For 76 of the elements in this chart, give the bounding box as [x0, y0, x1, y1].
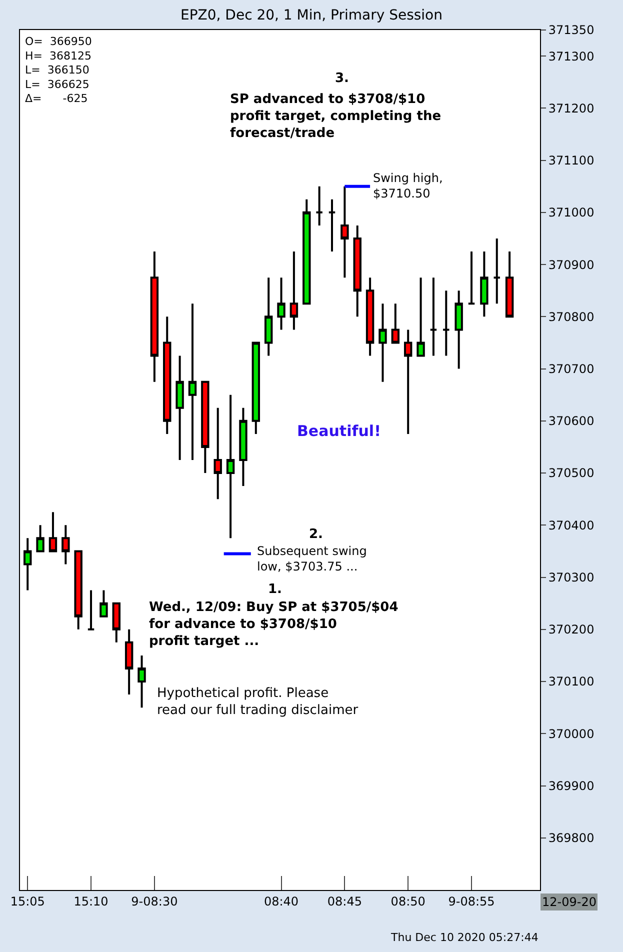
candlestick — [226, 394, 235, 540]
candlestick — [36, 524, 44, 552]
annotation: Subsequent swing low, $3703.75 ... — [257, 544, 367, 574]
candlestick — [24, 537, 32, 592]
candlestick — [124, 628, 134, 696]
x-tick-label: 08:50 — [390, 894, 426, 908]
y-tick-label: 370100 — [548, 674, 594, 689]
candlestick — [505, 250, 514, 318]
y-tick-label: 370800 — [548, 310, 594, 324]
candlestick — [442, 290, 450, 357]
candlestick — [138, 654, 146, 709]
candlestick — [100, 589, 108, 618]
y-tick-label: 369900 — [548, 778, 594, 793]
y-tick-label: 370700 — [548, 362, 594, 376]
candlestick — [150, 250, 159, 383]
candlestick — [74, 550, 82, 630]
candlestick — [239, 406, 248, 488]
candlestick — [290, 250, 298, 331]
candlestick — [340, 185, 349, 279]
candlestick — [86, 589, 96, 630]
x-tick-label: 9-08:30 — [131, 894, 178, 908]
annotation: 1. — [268, 582, 282, 597]
annotation: Wed., 12/09: Buy SP at $3705/$04 for advance to $3708/$10 profit target ... — [149, 600, 398, 649]
candlestick — [302, 198, 311, 305]
y-tick-label: 370500 — [548, 466, 594, 480]
x-tick-label: 08:40 — [264, 894, 299, 908]
candlestick — [112, 602, 120, 644]
candlestick — [480, 250, 488, 318]
y-tick-label: 370300 — [548, 570, 594, 584]
annotation: Hypothetical profit. Please read our full trading disclaimer — [157, 686, 359, 718]
x-tick-label: 15:10 — [74, 894, 108, 908]
y-tick-label: 370600 — [548, 414, 594, 428]
candlestick — [252, 342, 260, 435]
y-tick-label: 371100 — [548, 154, 594, 168]
x-tick-label: 08:45 — [327, 894, 362, 908]
annotation: 2. — [309, 527, 323, 542]
candlestick — [277, 276, 286, 331]
annotation: Beautiful! — [297, 422, 381, 440]
candlestick — [429, 276, 438, 357]
candlestick — [328, 198, 336, 253]
text: 12-09-20 — [542, 895, 596, 909]
y-tick-label: 371350 — [548, 23, 594, 38]
text: Thu Dec 10 2020 05:27:44 — [390, 931, 538, 944]
y-tick-label: 371200 — [548, 101, 594, 116]
candlestick — [404, 328, 412, 435]
y-tick-label: 370400 — [548, 518, 594, 532]
candlestick — [188, 302, 197, 461]
candlestick — [62, 524, 70, 566]
candlestick — [264, 276, 273, 357]
candlestick — [176, 354, 184, 461]
candlestick — [48, 511, 58, 552]
candlestick — [416, 276, 425, 357]
y-tick-label: 371000 — [548, 206, 594, 220]
candlestick — [467, 250, 476, 305]
x-tick-label: 9-08:55 — [448, 894, 495, 908]
candlestick — [353, 224, 362, 318]
candlestick — [201, 380, 210, 474]
y-tick-label: 369800 — [548, 831, 594, 846]
y-tick-label: 370200 — [548, 622, 594, 637]
annotation: Swing high, $3710.50 — [373, 171, 443, 201]
chart-title: EPZ0, Dec 20, 1 Min, Primary Session — [180, 7, 443, 24]
y-tick-label: 370000 — [548, 726, 594, 741]
y-tick-label: 370900 — [548, 258, 594, 272]
candlestick — [315, 185, 324, 226]
x-tick-label: 15:05 — [10, 894, 45, 908]
candlestick — [378, 302, 387, 383]
candlestick — [366, 276, 374, 357]
y-tick-label: 371300 — [548, 49, 594, 64]
candlestick — [214, 406, 222, 500]
annotation: SP advanced to $3708/$10 profit target, completing the forecast/trade — [230, 92, 442, 141]
candlestick — [391, 302, 400, 344]
annotation: 3. — [335, 71, 349, 86]
candlestick — [163, 316, 172, 435]
annotation: O= 366950 H= 368125 L= 366150 L= 366625 Δ= -625 — [25, 35, 92, 106]
candlestick — [454, 290, 463, 370]
candlestick — [492, 237, 501, 305]
